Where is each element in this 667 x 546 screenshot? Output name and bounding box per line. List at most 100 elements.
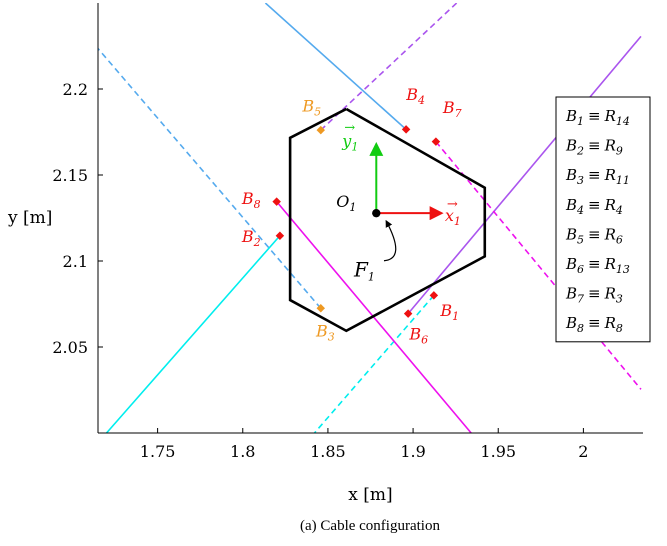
cable-line-4	[313, 294, 435, 433]
anchor-label-2-sub: 2	[253, 236, 261, 249]
anchor-label-2-main: B	[241, 227, 254, 246]
legend-lhs: B	[565, 314, 577, 332]
legend-lhs: B	[565, 107, 577, 125]
anchor-label-6-sub: 6	[421, 333, 428, 346]
anchor-point-6	[403, 309, 413, 318]
y-tick-label: 2.1	[63, 252, 88, 271]
anchor-point-7	[431, 137, 441, 146]
anchor-label-3-main: B	[315, 322, 328, 341]
frame-x-label-sub: 1	[454, 215, 461, 228]
anchor-label-5-sub: 5	[314, 105, 321, 118]
anchor-label-4: B4	[405, 85, 425, 107]
x-tick-label: 1.85	[310, 442, 346, 461]
legend-op: ≡	[588, 314, 601, 332]
legend-rhs-sub: 9	[616, 145, 623, 158]
legend-op: ≡	[588, 137, 601, 155]
anchor-label-1-sub: 1	[452, 310, 459, 323]
y-tick-label: 2.2	[63, 80, 88, 99]
legend-entry: B1 ≡ R14	[565, 107, 630, 128]
legend-op: ≡	[588, 107, 601, 125]
frame-label-main: F	[353, 258, 369, 282]
legend-rhs: R	[604, 196, 616, 214]
legend-lhs-sub: 8	[577, 322, 584, 335]
x-tick-label: 1.75	[140, 442, 176, 461]
y-tick-label: 2.15	[52, 166, 88, 185]
legend-lhs-sub: 6	[577, 263, 584, 276]
anchor-label-4-main: B	[405, 85, 418, 104]
frame-label: F1	[353, 258, 375, 284]
legend-rhs-sub: 14	[616, 115, 630, 128]
legend-lhs: B	[565, 255, 577, 273]
x-tick-label: 1.8	[230, 442, 255, 461]
legend-lhs: B	[565, 285, 577, 303]
anchor-label-6: B6	[408, 324, 428, 346]
legend-rhs-sub: 13	[616, 263, 630, 276]
frame-x-label: x1	[445, 206, 461, 228]
anchor-label-4-sub: 4	[417, 94, 425, 107]
x-tick-label: 1.9	[400, 442, 425, 461]
platform-frame: O1 x1→y1→F1	[336, 121, 461, 284]
cable-line-6	[320, 3, 458, 131]
frame-label-sub: 1	[368, 271, 375, 284]
frame-x-vec-arrow: →	[447, 197, 458, 212]
x-tick-label: 2	[578, 442, 588, 461]
legend-rhs: R	[604, 285, 616, 303]
anchor-label-7: B7	[442, 98, 462, 120]
y-axis-title: y [m]	[7, 208, 52, 228]
frame-origin-label-main: O	[336, 192, 349, 211]
legend-rhs: R	[604, 225, 616, 243]
x-tick-label: 1.95	[480, 442, 516, 461]
legend-entry: B3 ≡ R11	[565, 166, 630, 187]
anchor-point-2	[275, 231, 285, 240]
legend-lhs-sub: 5	[577, 233, 584, 246]
legend-entry: B8 ≡ R8	[565, 314, 623, 335]
anchor-label-7-main: B	[442, 98, 455, 117]
legend-op: ≡	[588, 285, 601, 303]
x-axis-title: x [m]	[348, 485, 392, 505]
legend-rhs: R	[604, 314, 616, 332]
legend-rhs-sub: 3	[616, 293, 623, 306]
anchor-label-2: B2	[241, 227, 261, 249]
cable-line-8	[435, 141, 642, 390]
anchor-point-8	[272, 197, 281, 206]
y-tick-label: 2.05	[52, 338, 88, 357]
legend-entry: B4 ≡ R4	[565, 196, 623, 217]
anchor-label-8-sub: 8	[254, 198, 261, 211]
platform-polygon	[288, 107, 487, 333]
anchor-label-5-main: B	[301, 96, 314, 115]
legend-lhs: B	[565, 225, 577, 243]
legend-lhs-sub: 4	[576, 204, 584, 217]
cable-line-5	[407, 35, 642, 315]
legend-lhs-sub: 7	[577, 293, 584, 306]
anchor-label-3-sub: 3	[328, 331, 335, 344]
legend-lhs: B	[565, 166, 577, 184]
frame-y-label-sub: 1	[351, 141, 358, 154]
platform-outline	[288, 107, 487, 333]
legend-entry: B6 ≡ R13	[565, 255, 630, 276]
legend-rhs-sub: 6	[616, 233, 623, 246]
frame-origin-label: O1	[336, 192, 356, 214]
legend-op: ≡	[588, 225, 601, 243]
legend-box	[555, 96, 651, 343]
legend-rhs: R	[604, 137, 616, 155]
anchor-label-6-main: B	[408, 324, 421, 343]
figure-caption: (a) Cable configuration	[300, 518, 440, 534]
legend-rhs: R	[604, 107, 616, 125]
legend-rhs: R	[604, 166, 616, 184]
legend-lhs: B	[565, 137, 577, 155]
legend-op: ≡	[588, 166, 601, 184]
anchor-label-1: B1	[439, 301, 459, 323]
anchor-label-1-main: B	[439, 301, 452, 320]
legend-op: ≡	[588, 196, 601, 214]
anchor-point-5	[316, 125, 326, 135]
anchor-label-7-sub: 7	[455, 107, 462, 120]
legend-lhs-sub: 1	[577, 115, 584, 128]
frame-pointer	[383, 219, 397, 262]
legend-rhs-sub: 11	[616, 174, 630, 187]
axes: 1.75 1.8 1.85 1.9 1.95 2 2.05 2.1 2.15 2.2 x [m] y …	[7, 3, 643, 505]
legend-entry: B5 ≡ R6	[565, 225, 623, 246]
frame-y-label-main: y	[341, 132, 352, 151]
